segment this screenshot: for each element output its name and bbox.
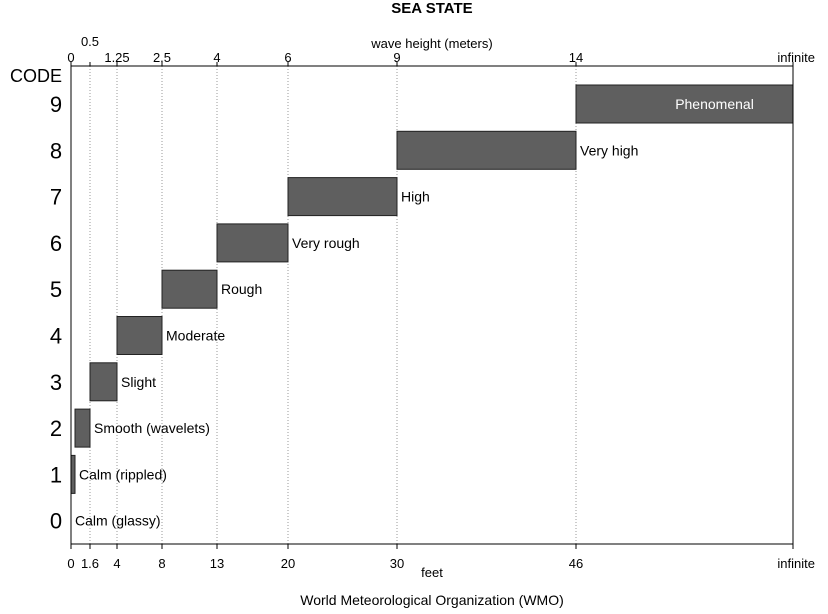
- feet-tick-label: 30: [390, 556, 404, 571]
- meter-tick-label: 0: [67, 50, 74, 65]
- meter-tick-label: 14: [569, 50, 583, 65]
- code-label: 8: [50, 138, 62, 163]
- chart-footer: World Meteorological Organization (WMO): [300, 592, 564, 608]
- bar-label-7: High: [401, 189, 430, 205]
- bar-label-5: Rough: [221, 281, 262, 297]
- y-axis-label: CODE: [10, 66, 62, 86]
- bottom-axis-label: feet: [421, 565, 443, 580]
- code-label: 5: [50, 277, 62, 302]
- bar-code-4: [116, 316, 163, 355]
- bar-label-6: Very rough: [292, 235, 360, 251]
- top-axis-label: wave height (meters): [370, 36, 492, 51]
- meter-tick-label: 9: [393, 50, 400, 65]
- bar-code-5: [161, 269, 218, 309]
- meter-tick-label: 4: [213, 50, 220, 65]
- bar-code-2: [74, 408, 91, 448]
- bar-code-9: [575, 84, 794, 124]
- plot-frame: [70, 65, 794, 545]
- bar-code-7: [287, 177, 398, 217]
- meter-tick-label: 1.25: [104, 50, 129, 65]
- meter-tick-label: 0.5: [81, 34, 99, 49]
- bar-label-1: Calm (rippled): [79, 466, 167, 482]
- code-label: 1: [50, 462, 62, 487]
- bar-code-6: [216, 223, 289, 263]
- feet-tick-label: 46: [569, 556, 583, 571]
- chart-title: SEA STATE: [391, 0, 472, 17]
- bar-label-8: Very high: [580, 142, 638, 158]
- bars: Calm (glassy) Calm (rippled) Smooth (wavel…: [70, 84, 794, 529]
- bar-label-3: Slight: [121, 374, 156, 390]
- bar-code-3: [89, 362, 118, 402]
- code-label: 3: [50, 370, 62, 395]
- meter-tick-label: infinite: [777, 50, 815, 65]
- feet-tick-label: 8: [158, 556, 165, 571]
- code-label: 2: [50, 416, 62, 441]
- feet-tick-label: infinite: [777, 556, 815, 571]
- meter-tick-label: 2.5: [153, 50, 171, 65]
- feet-tick-label: 1.6: [81, 556, 99, 571]
- feet-tick-label: 13: [210, 556, 224, 571]
- code-label: 4: [50, 324, 62, 349]
- bar-code-8: [396, 130, 577, 170]
- bar-label-0: Calm (glassy): [75, 513, 161, 529]
- meter-tick-label: 6: [284, 50, 291, 65]
- bar-label-2: Smooth (wavelets): [94, 420, 210, 436]
- feet-tick-label: 4: [113, 556, 120, 571]
- code-label: 7: [50, 185, 62, 210]
- code-label: 6: [50, 231, 62, 256]
- feet-tick-label: 0: [67, 556, 74, 571]
- code-label: 0: [50, 509, 62, 534]
- bar-label-4: Moderate: [166, 328, 225, 344]
- feet-tick-label: 20: [281, 556, 295, 571]
- bar-code-1: [70, 454, 76, 494]
- code-label: 9: [50, 92, 62, 117]
- bar-label-9: Phenomenal: [675, 96, 754, 112]
